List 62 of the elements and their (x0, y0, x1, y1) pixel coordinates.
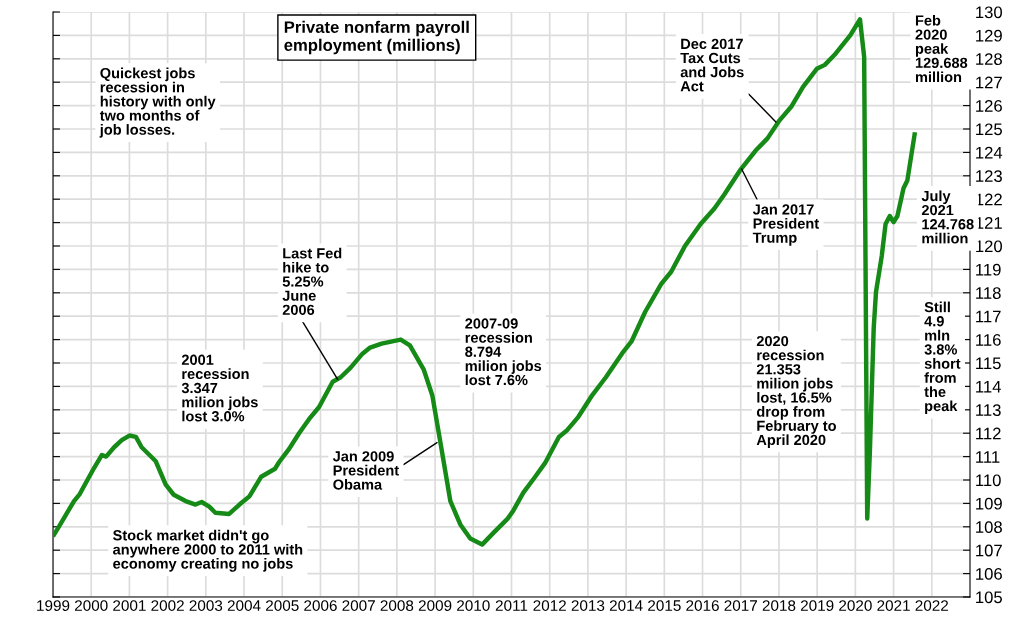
y-tick-label: 113 (976, 404, 1001, 416)
annotation: Feb 2020 peak 129.688 million (915, 14, 968, 83)
x-tick-label: 2018 (762, 600, 796, 611)
annotation: Dec 2017 Tax Cuts and Jobs Act (680, 38, 744, 92)
y-tick-label: 114 (976, 380, 1001, 393)
x-tick-label: 2003 (189, 600, 223, 611)
x-tick-label: 2014 (609, 600, 643, 611)
annotation: Jan 2017 President Trump (752, 204, 819, 246)
x-tick-label: 2007 (342, 600, 375, 611)
x-tick-label: 2000 (74, 600, 108, 611)
x-tick-label: 2004 (227, 600, 261, 611)
x-tick-label: 2017 (724, 600, 757, 611)
y-tick-label: 109 (976, 497, 1002, 510)
y-tick-label: 130 (976, 6, 1003, 19)
x-tick-label: 2010 (457, 600, 490, 611)
y-tick-label: 120 (976, 240, 1003, 253)
x-tick-label: 2013 (571, 600, 605, 611)
y-tick-label: 111 (976, 451, 1000, 463)
annotation: Jan 2009 President Obama (332, 451, 399, 490)
x-tick-label: 2002 (151, 600, 184, 611)
annotation: Last Fed hike to 5.25% June 2006 (282, 247, 342, 315)
x-tick-label: 2008 (380, 600, 414, 611)
y-tick-label: 118 (976, 287, 1001, 299)
x-tick-label: 2020 (839, 600, 872, 611)
x-tick-label: 2021 (877, 600, 910, 611)
y-tick-label: 115 (976, 357, 1001, 370)
y-tick-label: 116 (976, 334, 1001, 346)
annotation: 2007-09 recession 8.794 milion jobs lost 7.6% (465, 318, 542, 386)
annotation: 2020 recession 21.353 milion jobs lost, 16.5% drop from February to April 2020 (756, 335, 836, 448)
x-tick-label: 2009 (418, 600, 452, 611)
x-tick-label: 2016 (686, 600, 719, 611)
annotation: 2001 recession 3.347 milion jobs lost 3.0% (181, 354, 258, 422)
y-tick-label: 122 (976, 193, 1002, 206)
y-tick-label: 124 (976, 146, 1003, 159)
y-tick-label: 119 (976, 263, 1001, 276)
y-tick-label: 117 (976, 310, 1001, 323)
y-tick-label: 126 (976, 100, 1002, 112)
x-tick-label: 2001 (113, 600, 146, 611)
y-tick-label: 106 (976, 568, 1002, 580)
x-tick-label: 2012 (533, 600, 566, 611)
x-tick-label: 2015 (648, 600, 681, 611)
y-tick-label: 129 (976, 29, 1002, 42)
y-tick-label: 123 (976, 170, 1002, 182)
text: Private nonfarm payroll employment (millions) (284, 20, 469, 55)
x-tick-label: 2019 (800, 600, 834, 611)
y-tick-label: 112 (976, 427, 1001, 440)
y-tick-label: 127 (976, 76, 1002, 89)
x-tick-label: 1999 (37, 600, 70, 611)
annotation: July 2021 124.768 million (921, 190, 974, 244)
x-tick-label: 2006 (304, 600, 337, 611)
y-tick-label: 107 (976, 544, 1002, 557)
x-tick-label: 2005 (266, 600, 299, 611)
x-tick-label: 2022 (915, 600, 949, 611)
annotation: Stock market didn't go anywhere 2000 to 2011 with economy creating no jobs (113, 529, 303, 572)
annotation: Still 4.9 mln 3.8% short from the peak (924, 301, 961, 415)
y-tick-label: 110 (976, 474, 1001, 487)
y-tick-label: 125 (976, 123, 1002, 136)
annotation: Quickest jobs recession in history with only two months of job losses. (99, 67, 216, 138)
y-tick-label: 105 (976, 591, 1002, 604)
y-tick-label: 108 (976, 521, 1002, 533)
y-tick-label: 128 (976, 53, 1002, 65)
x-tick-label: 2011 (495, 600, 528, 611)
